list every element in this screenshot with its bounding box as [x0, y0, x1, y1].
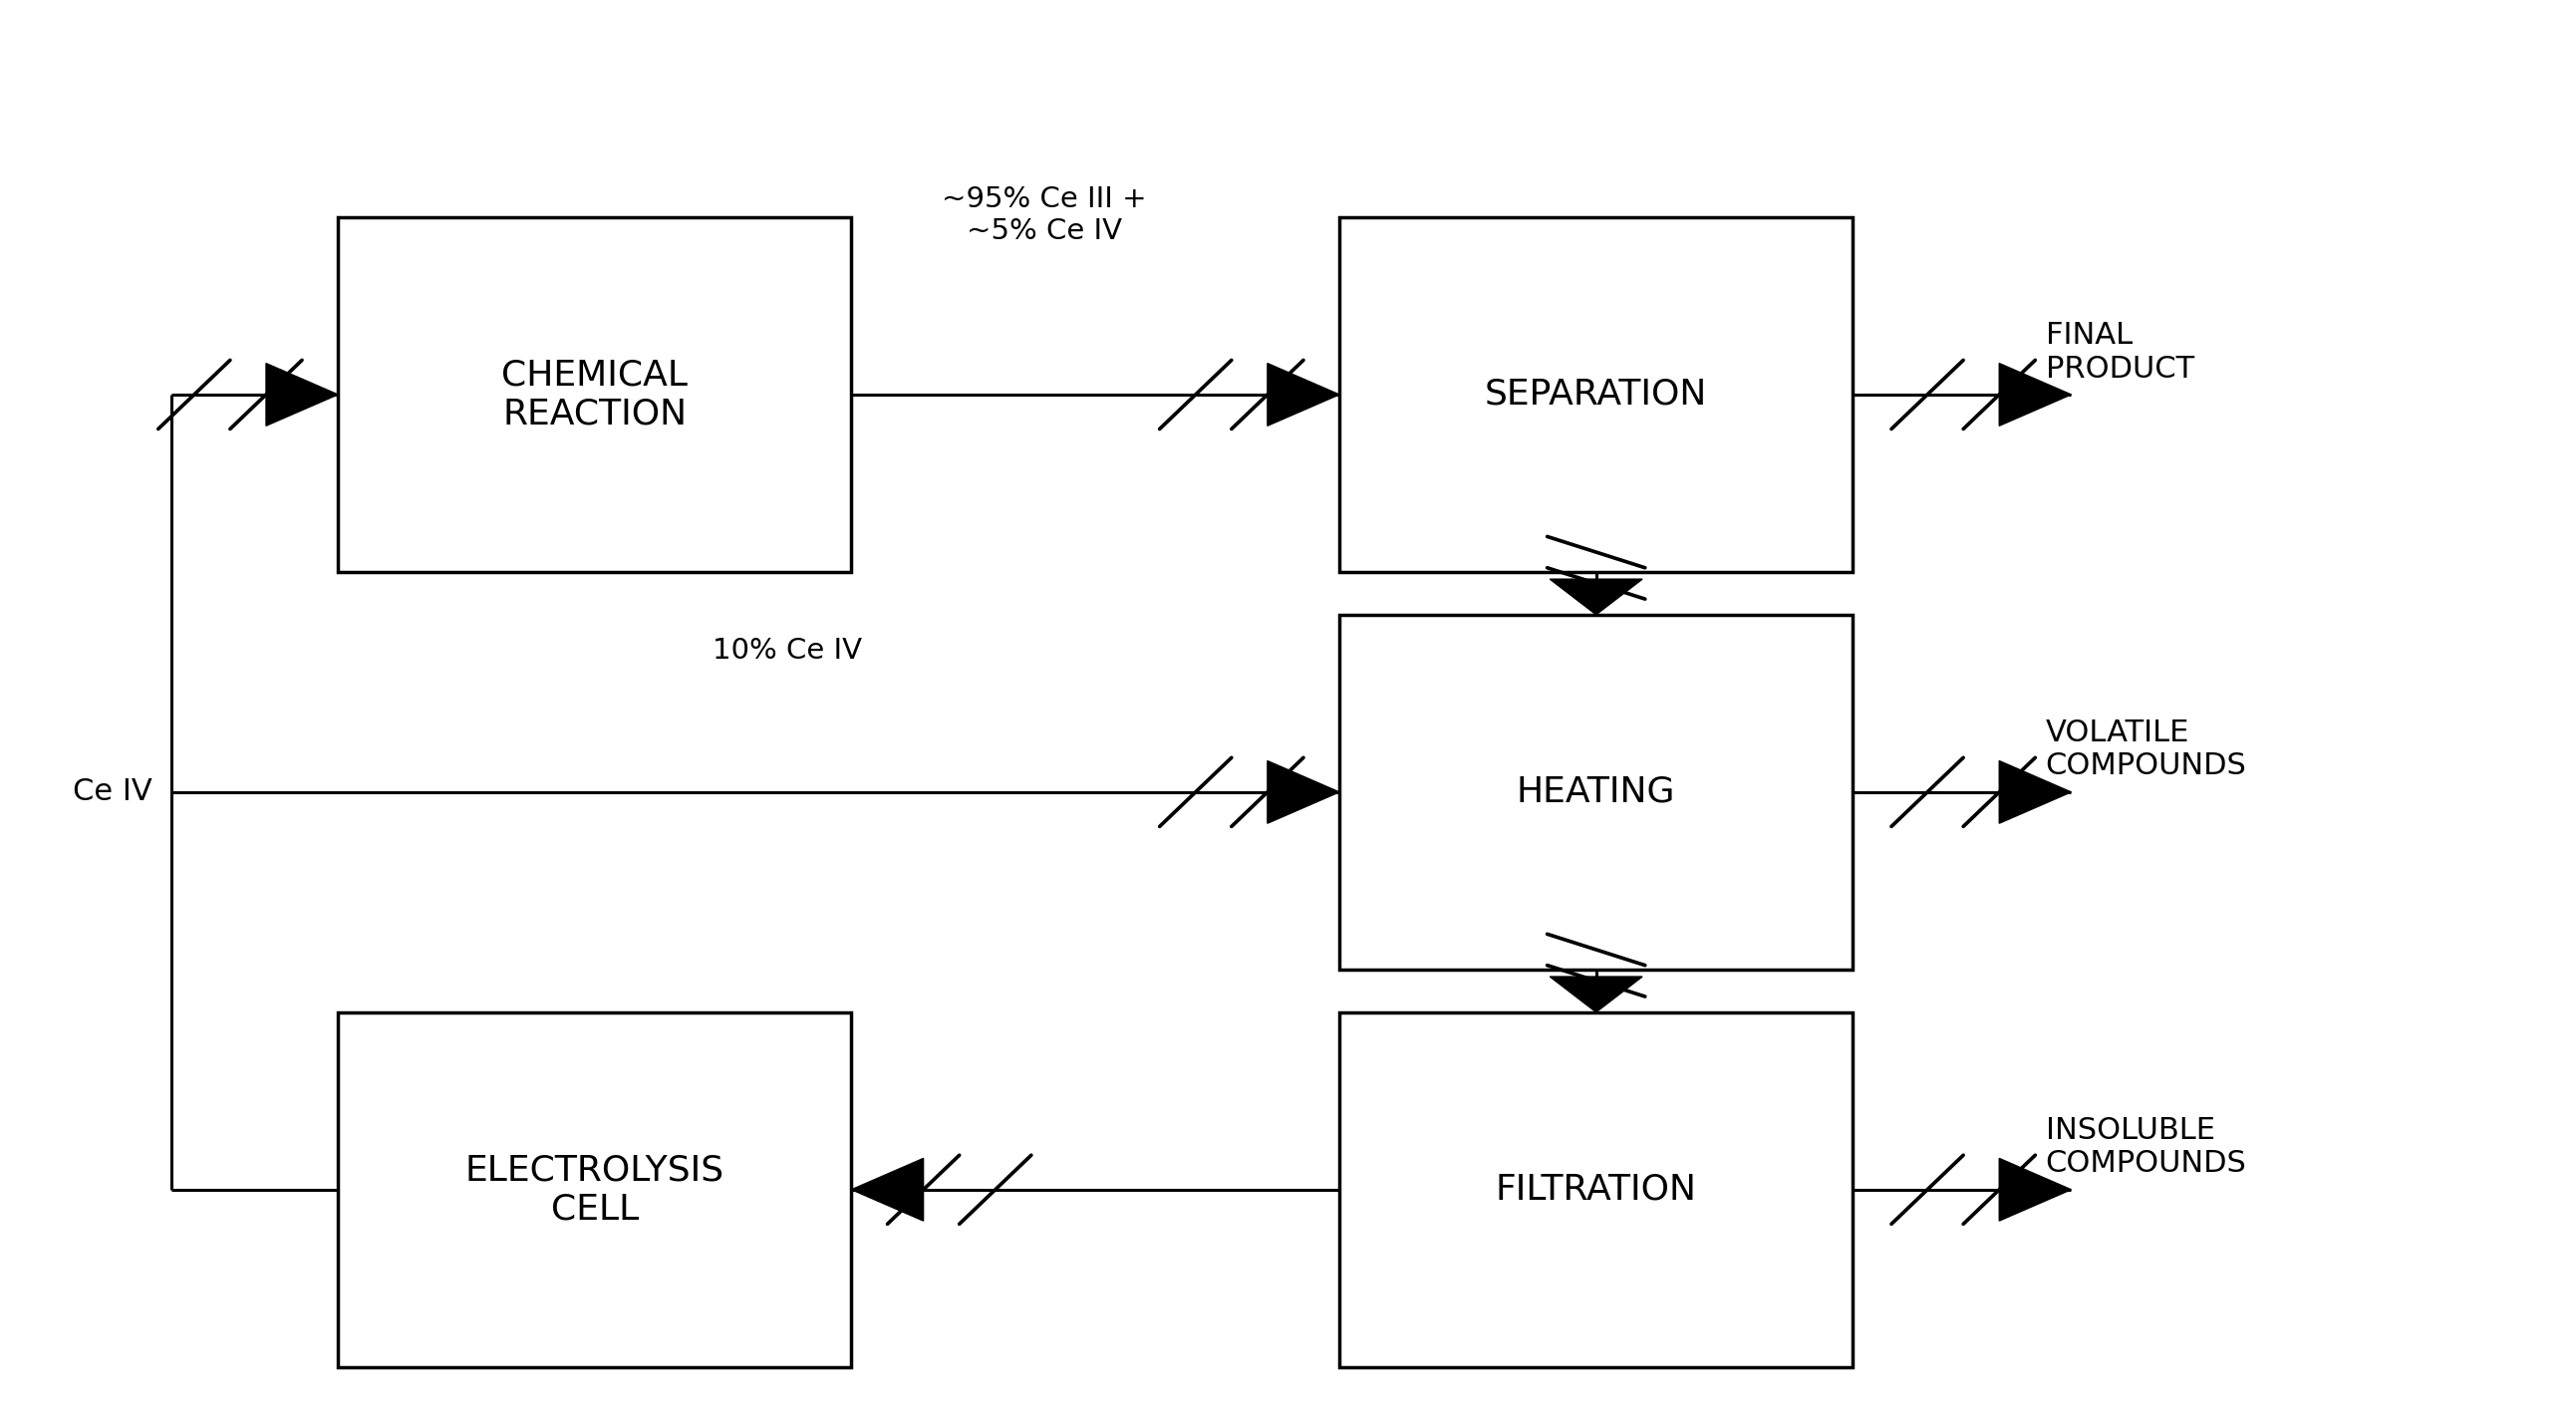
Polygon shape: [265, 363, 337, 426]
Bar: [1340, 614, 1852, 970]
Text: CHEMICAL
REACTION: CHEMICAL REACTION: [502, 358, 688, 431]
Text: VOLATILE
COMPOUNDS: VOLATILE COMPOUNDS: [2045, 718, 2246, 781]
Bar: [1340, 1012, 1852, 1367]
Polygon shape: [1551, 580, 1643, 614]
Text: Ce IV: Ce IV: [72, 778, 152, 807]
Text: ~95% Ce III +
~5% Ce IV: ~95% Ce III + ~5% Ce IV: [943, 186, 1146, 246]
Polygon shape: [1999, 761, 2071, 824]
Bar: [337, 1012, 853, 1367]
Text: FINAL
PRODUCT: FINAL PRODUCT: [2045, 321, 2195, 383]
Bar: [337, 217, 853, 573]
Text: 10% Ce IV: 10% Ce IV: [714, 637, 863, 664]
Bar: [1340, 217, 1852, 573]
Polygon shape: [1267, 761, 1340, 824]
Text: HEATING: HEATING: [1517, 775, 1674, 810]
Polygon shape: [1267, 363, 1340, 426]
Polygon shape: [1551, 977, 1643, 1012]
Polygon shape: [1999, 363, 2071, 426]
Text: SEPARATION: SEPARATION: [1484, 377, 1708, 411]
Text: FILTRATION: FILTRATION: [1497, 1172, 1698, 1207]
Polygon shape: [853, 1158, 922, 1221]
Text: INSOLUBLE
COMPOUNDS: INSOLUBLE COMPOUNDS: [2045, 1115, 2246, 1178]
Text: ELECTROLYSIS
CELL: ELECTROLYSIS CELL: [466, 1152, 724, 1227]
Polygon shape: [1999, 1158, 2071, 1221]
